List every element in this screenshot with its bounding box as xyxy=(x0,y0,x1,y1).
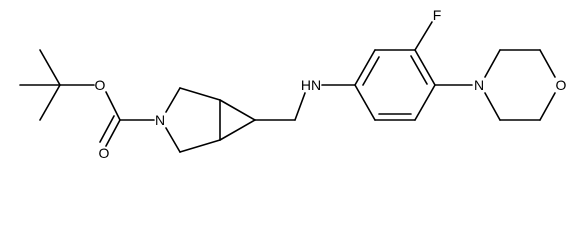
bond xyxy=(165,127,181,153)
bond xyxy=(99,115,115,143)
bond xyxy=(105,91,121,121)
bond xyxy=(219,119,256,141)
bond xyxy=(294,92,306,121)
structure-diagram: O O N HN F N O xyxy=(19,7,567,161)
bond xyxy=(410,55,428,85)
bond xyxy=(39,49,61,86)
bond xyxy=(219,99,256,121)
bond xyxy=(484,92,501,121)
atom-label: O xyxy=(556,77,567,93)
atom-label: N xyxy=(155,112,165,128)
atom-label: N xyxy=(474,77,484,93)
bond xyxy=(414,21,433,51)
bond xyxy=(362,56,380,86)
atom-label: HN xyxy=(301,77,321,93)
bond xyxy=(39,84,61,121)
atom-label: F xyxy=(433,7,442,23)
bond xyxy=(179,87,221,101)
bond xyxy=(179,139,221,153)
bond xyxy=(165,87,181,113)
bond xyxy=(414,49,436,86)
atom-label: O xyxy=(95,77,106,93)
bond xyxy=(539,49,556,78)
bond xyxy=(354,49,376,86)
bond xyxy=(105,119,121,147)
atom-label: O xyxy=(99,145,110,161)
atom-labels: O O N HN F N O xyxy=(95,7,567,161)
bond xyxy=(414,84,436,121)
bond xyxy=(354,84,376,121)
bonds xyxy=(19,21,556,153)
bond xyxy=(539,92,556,121)
bond xyxy=(484,49,501,78)
